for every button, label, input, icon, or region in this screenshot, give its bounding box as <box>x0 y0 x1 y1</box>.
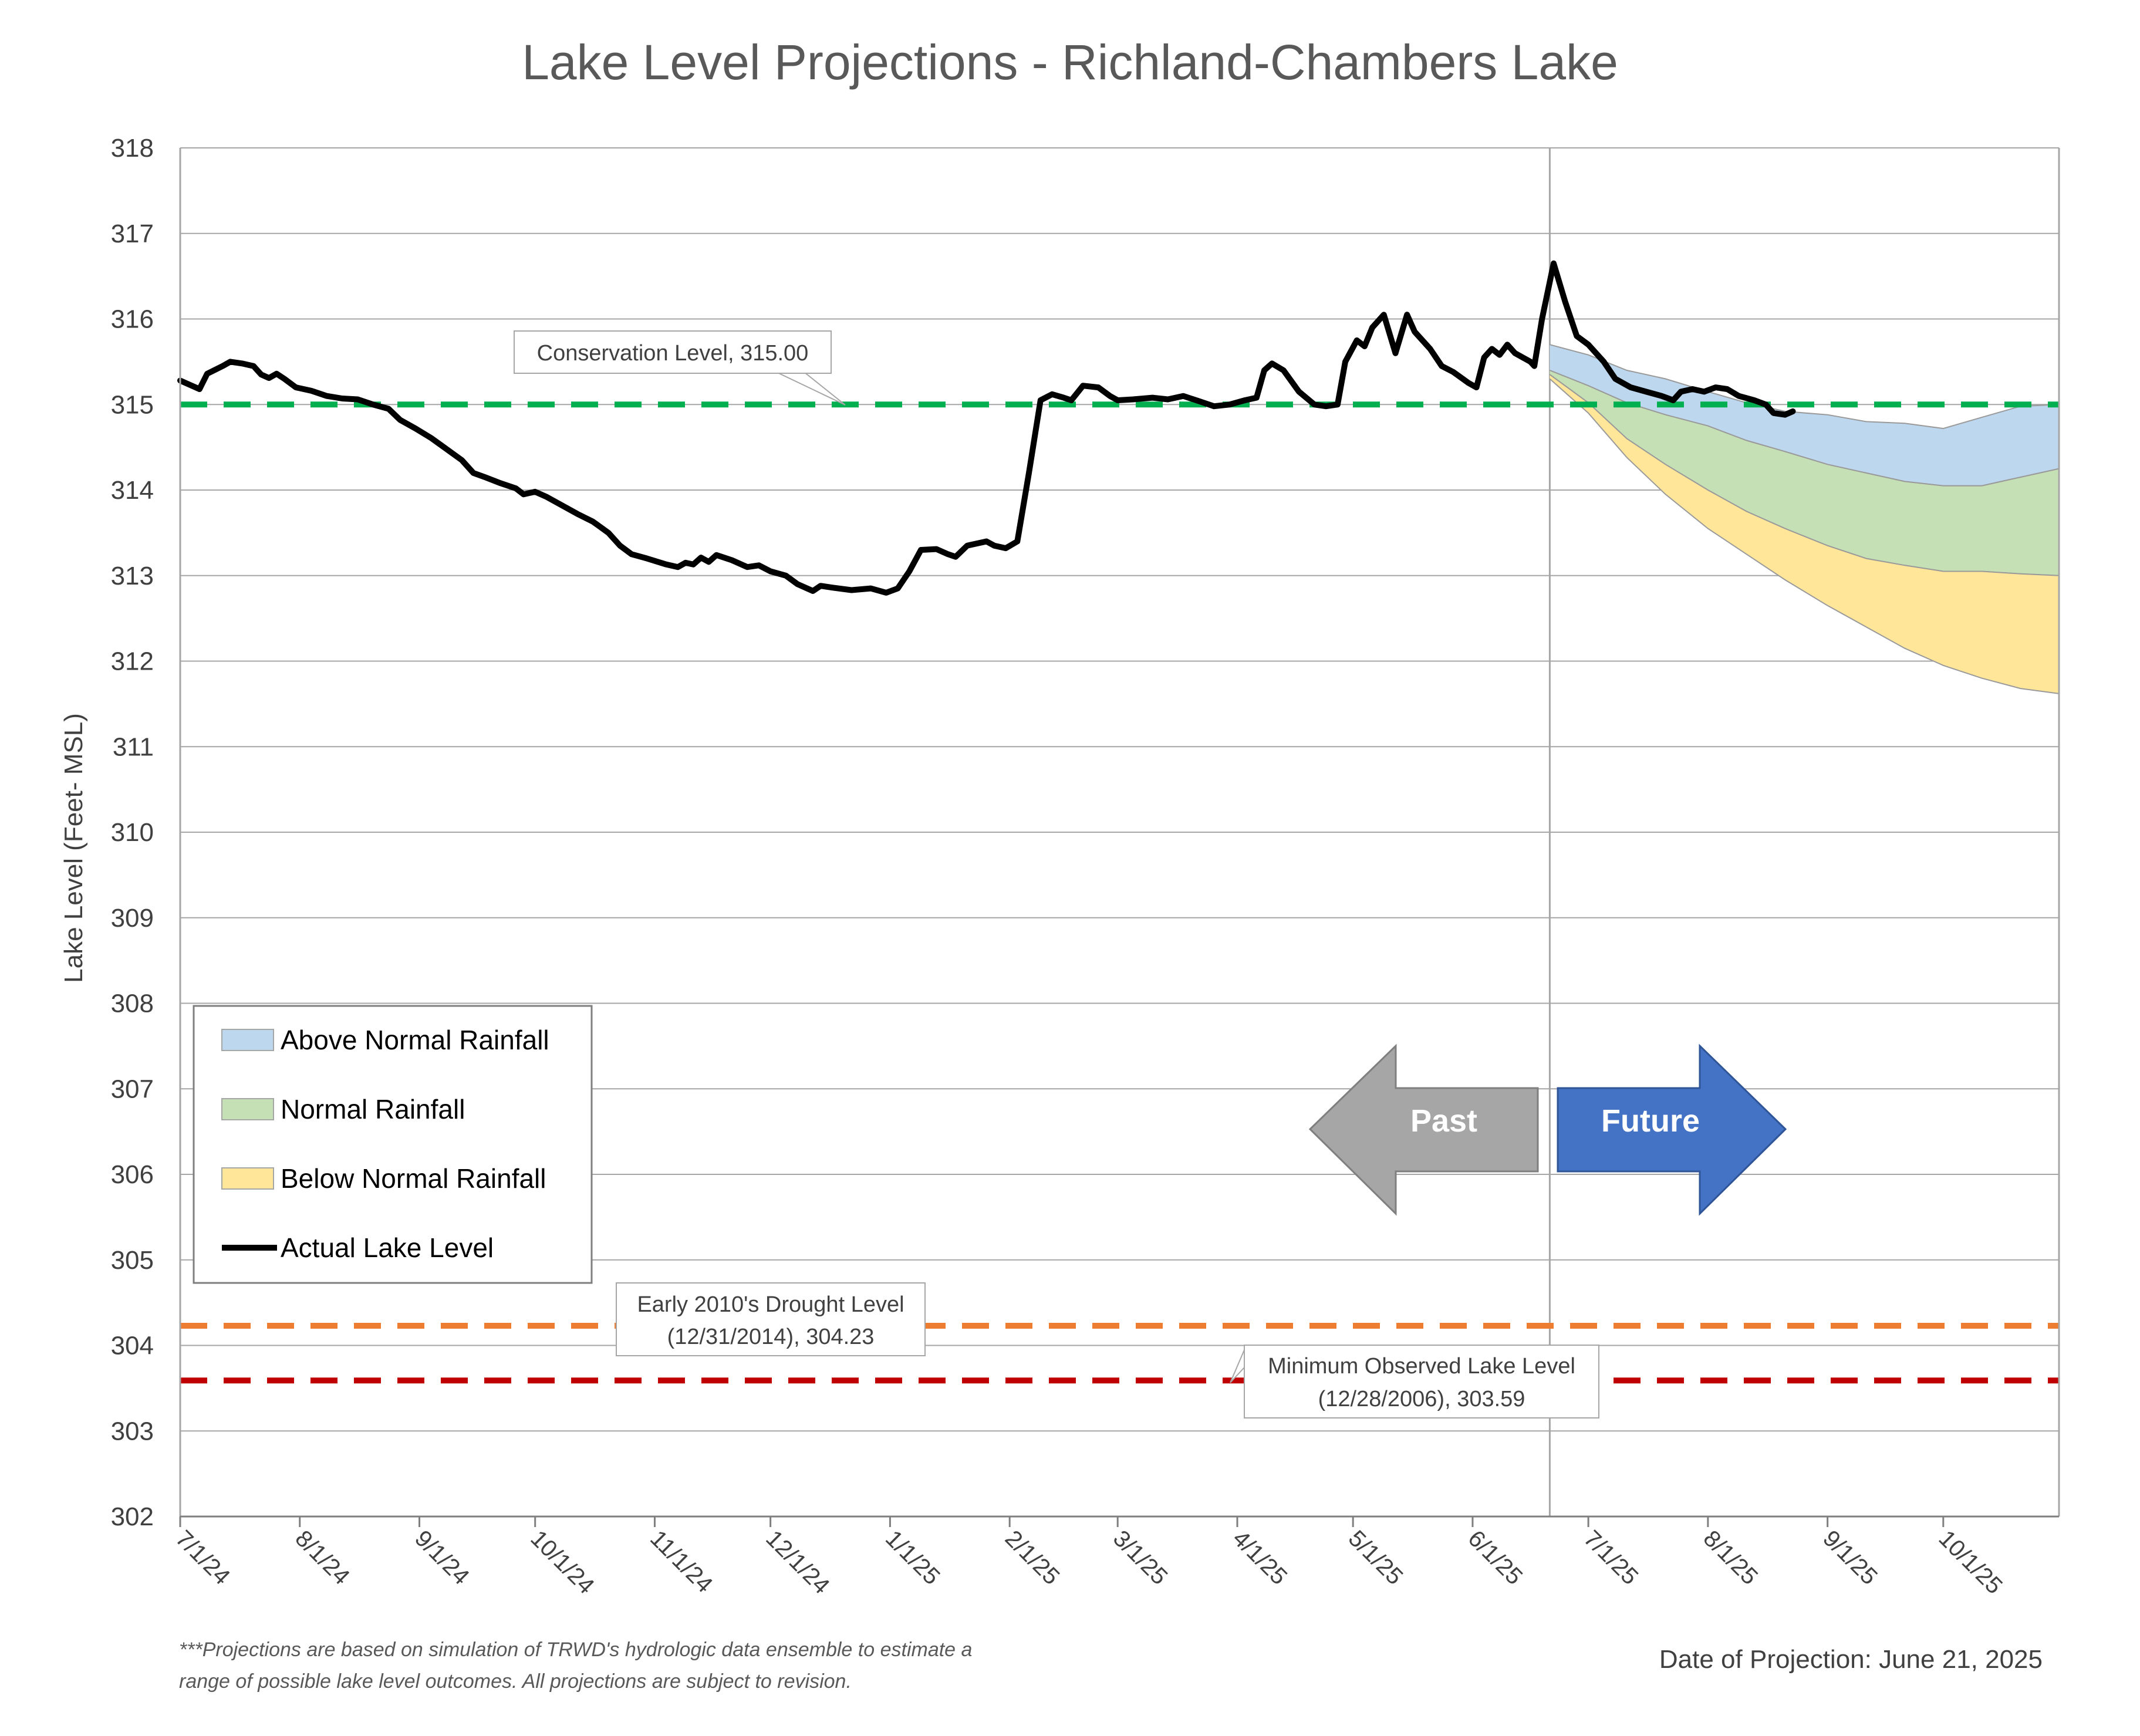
y-tick-label-304: 304 <box>111 1332 154 1360</box>
y-tick-label-315: 315 <box>111 390 154 419</box>
y-tick-label-313: 313 <box>111 562 154 590</box>
conservation-callout-pointer <box>766 367 846 406</box>
minimum-callout-box <box>1244 1345 1599 1418</box>
reference-lines <box>180 401 2059 1384</box>
band-normal-rainfall <box>1550 370 2059 576</box>
x-tick-label-7: 2/1/25 <box>1000 1525 1065 1590</box>
axes <box>179 148 2060 1527</box>
x-tick-label-11: 6/1/25 <box>1463 1525 1528 1590</box>
y-tick-label-310: 310 <box>111 818 154 847</box>
footnote-line-1: ***Projections are based on simulation o… <box>179 1639 972 1661</box>
x-tick-label-13: 8/1/25 <box>1699 1525 1763 1590</box>
band-below-normal-rainfall <box>1550 374 2059 694</box>
band-edge-3-band_top <box>1549 374 2060 576</box>
y-tick-labels: 302 303 304 305 306 307 308 309 310 311 312 313 314 3… <box>111 134 154 1531</box>
legend-label-1: Normal Rainfall <box>281 1094 465 1124</box>
drought-callout-line-1: Early 2010's Drought Level <box>637 1292 904 1317</box>
x-tick-label-0: 7/1/24 <box>171 1525 235 1590</box>
y-tick-label-303: 303 <box>111 1417 154 1445</box>
y-tick-label-306: 306 <box>111 1160 154 1189</box>
actual-lake-level-line <box>177 260 1796 596</box>
y-tick-label-302: 302 <box>111 1502 154 1531</box>
y-tick-label-307: 307 <box>111 1075 154 1103</box>
x-tick-labels: 7/1/24 8/1/24 9/1/24 10/1/24 11/1/24 12/1/24 1… <box>171 1525 2007 1599</box>
x-tick-label-1: 8/1/24 <box>290 1525 355 1590</box>
band-above-normal-rainfall <box>1550 345 2059 486</box>
x-tick-label-15: 10/1/25 <box>1933 1525 2007 1599</box>
minimum-callout-pointer <box>1230 1349 1245 1383</box>
gridlines <box>180 147 2059 1517</box>
drought-callout-box <box>616 1282 926 1356</box>
legend-swatch-2 <box>221 1167 274 1190</box>
y-tick-label-305: 305 <box>111 1246 154 1275</box>
x-tick-label-12: 7/1/25 <box>1579 1525 1643 1590</box>
legend-box <box>193 1005 593 1284</box>
past-future-arrows: Past Future <box>1308 1043 1787 1216</box>
x-tick-label-3: 10/1/24 <box>525 1525 599 1599</box>
minimum-callout-line-1: Minimum Observed Lake Level <box>1268 1354 1575 1379</box>
actual-series <box>177 260 1796 596</box>
x-tick-label-4: 11/1/24 <box>645 1525 717 1597</box>
y-tick-label-309: 309 <box>111 904 154 933</box>
band-edge-3-band_bottom <box>1549 378 2060 694</box>
y-tick-label-308: 308 <box>111 989 154 1018</box>
drought-callout-line-2: (12/31/2014), 304.23 <box>667 1325 875 1349</box>
legend: Above Normal Rainfall Normal Rainfall Belo… <box>193 1005 593 1284</box>
y-tick-label-311: 311 <box>113 732 154 761</box>
y-tick-label-316: 316 <box>111 305 154 334</box>
legend-label-0: Above Normal Rainfall <box>281 1025 549 1055</box>
legend-label-3: Actual Lake Level <box>281 1232 494 1263</box>
chart-title: Lake Level Projections - Richland-Chambe… <box>522 35 1618 90</box>
x-tick-label-6: 1/1/25 <box>880 1525 945 1590</box>
past-arrow-label: Past <box>1410 1103 1477 1139</box>
conservation-callout-text: Conservation Level, 315.00 <box>537 341 809 366</box>
future-arrow-label: Future <box>1601 1103 1700 1139</box>
y-tick-label-317: 317 <box>111 219 154 248</box>
y-tick-label-314: 314 <box>111 476 154 505</box>
future-arrow <box>1557 1043 1787 1216</box>
x-tick-label-9: 4/1/25 <box>1228 1525 1292 1590</box>
y-tick-label-312: 312 <box>111 647 154 676</box>
x-tick-label-5: 12/1/24 <box>761 1525 834 1599</box>
minimum-callout-line-2: (12/28/2006), 303.59 <box>1318 1387 1525 1411</box>
footnote-line-2: range of possible lake level outcomes. A… <box>179 1670 852 1693</box>
band-edge-1-band_top <box>1550 344 2060 430</box>
past-arrow <box>1308 1043 1539 1216</box>
x-tick-label-8: 3/1/25 <box>1108 1525 1173 1590</box>
reference-callouts: Conservation Level, 315.00 Early 2010's D… <box>514 330 1599 1418</box>
legend-swatch-0 <box>221 1029 274 1051</box>
projection-date-label: Date of Projection: June 21, 2025 <box>1659 1645 2043 1674</box>
y-tick-label-318: 318 <box>111 134 154 163</box>
x-tick-label-14: 9/1/25 <box>1818 1525 1882 1590</box>
legend-label-2: Below Normal Rainfall <box>281 1163 546 1194</box>
conservation-callout-box <box>514 330 832 374</box>
x-tick-label-10: 5/1/25 <box>1344 1525 1408 1590</box>
x-tick-label-2: 9/1/24 <box>410 1525 474 1590</box>
y-axis-label: Lake Level (Feet- MSL) <box>59 713 88 983</box>
legend-swatch-1 <box>221 1098 274 1120</box>
